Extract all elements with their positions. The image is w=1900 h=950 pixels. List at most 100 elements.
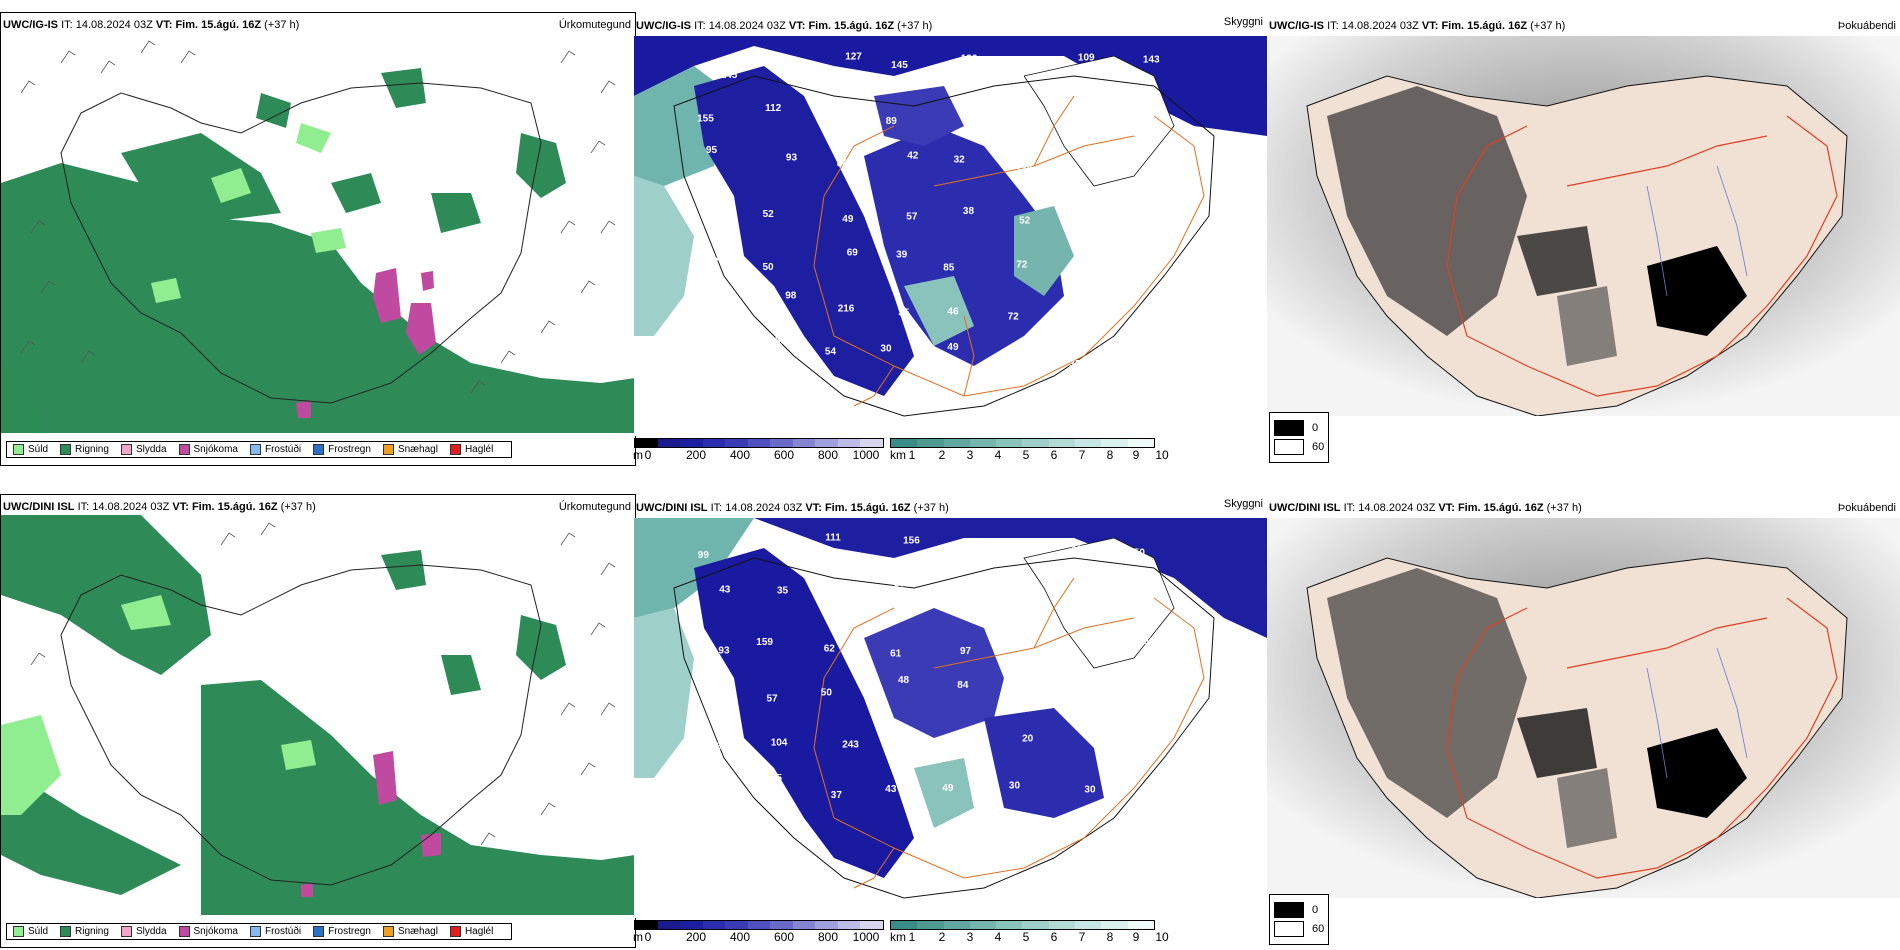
legend-item: Haglél — [449, 444, 493, 455]
ceiling-number: 61 — [890, 648, 902, 659]
legend-item: Rigning — [60, 444, 109, 455]
legend-item: Frostregn — [313, 444, 371, 455]
ceiling-number: 112 — [970, 729, 987, 740]
it-time: 14.08.2024 03Z — [1358, 502, 1436, 514]
ceiling-number: 57 — [906, 211, 918, 222]
panel-type-label: Þokuábendi — [1837, 20, 1896, 32]
colorbar-cell — [702, 439, 726, 447]
ceiling-number: 111 — [825, 532, 841, 543]
fog-legend-label: 60 — [1312, 923, 1325, 935]
vt-time: Fim. 15.ágú. 16Z — [1457, 502, 1544, 514]
ceiling-number: 20 — [1022, 733, 1034, 744]
fog-map-svg — [1267, 518, 1900, 898]
legend-swatch — [60, 926, 72, 937]
visibility-sw — [634, 176, 694, 336]
precip-map — [1, 515, 635, 915]
rivers — [1646, 165, 1748, 297]
legend-swatch — [120, 444, 132, 455]
ceiling-number: 50 — [763, 262, 775, 273]
legend-label: Snæhagl — [397, 926, 438, 937]
coastline — [60, 564, 542, 886]
ceiling-number: 72 — [1016, 260, 1028, 271]
ceiling-number: 96 — [1078, 153, 1090, 164]
fog-legend-row: 60 — [1274, 439, 1324, 455]
visibility-tick: 3 — [966, 448, 974, 462]
roads — [1446, 597, 1838, 879]
legend-item: Haglél — [449, 926, 494, 937]
it-label: IT: — [1327, 20, 1339, 32]
fog-legend-row: 0 — [1274, 902, 1324, 918]
precip-map-svg — [1, 515, 635, 915]
rivers — [1646, 647, 1748, 779]
legend-label: Snjókoma — [193, 444, 238, 455]
lead-time: (+37 h) — [897, 20, 933, 32]
ceiling-number: 49 — [842, 214, 854, 225]
coastline — [60, 82, 542, 404]
legend-swatch — [120, 926, 132, 937]
colorbar-cell — [1075, 921, 1102, 929]
ceiling-number: 48 — [898, 675, 910, 686]
colorbar-cell — [1022, 921, 1049, 929]
ceiling-tick: 0 — [644, 930, 652, 944]
ceiling-number: 156 — [903, 535, 920, 546]
panel-header: UWC/DINI ISL IT: 14.08.2024 03Z VT: Fim.… — [1269, 502, 1582, 514]
colorbar-cell — [680, 439, 703, 447]
ceiling-number: 112 — [765, 103, 782, 114]
ceiling-colorbar: m 0 200 400 600 800 1000 — [633, 438, 884, 462]
ceiling-tick: 200 — [685, 448, 707, 462]
ceiling-number: 74 — [1152, 736, 1164, 747]
visibility-tick: 5 — [1022, 930, 1030, 944]
fog-panel-row1: UWC/IG-IS IT: 14.08.2024 03Z VT: Fim. 15… — [1267, 12, 1900, 464]
legend-label: Súld — [28, 926, 49, 937]
it-time: 14.08.2024 03Z — [708, 20, 786, 32]
legend-label: Haglél — [464, 926, 494, 937]
ceiling-number: 30 — [880, 343, 892, 354]
legend-label: Slydda — [135, 926, 167, 937]
ceiling-number: 88 — [837, 158, 849, 169]
ceiling-number: 178 — [958, 546, 975, 557]
ceiling-number: 243 — [842, 740, 859, 751]
fog-map-svg — [1267, 36, 1900, 416]
vt-label: VT: — [155, 19, 173, 31]
colorbar-cell — [969, 439, 997, 447]
ceiling-number: 62 — [1026, 338, 1038, 349]
legend-swatch — [249, 926, 261, 937]
legend-label: Frostúði — [264, 926, 302, 937]
ceiling-number: 102 — [819, 117, 836, 128]
precip-legend: Súld Rigning Slydda Snjókoma Frostúði Fr… — [6, 923, 513, 940]
ceiling-tick: 200 — [685, 930, 707, 944]
coastline — [673, 557, 1215, 899]
it-label: IT: — [77, 501, 90, 513]
colorbar-cell — [860, 921, 884, 929]
panel-header: UWC/DINI ISL IT: 14.08.2024 03Z VT: Fim.… — [3, 501, 316, 513]
vt-label: VT: — [172, 501, 189, 513]
lead-time: (+37 h) — [1530, 20, 1566, 32]
ceiling-number: 136 — [961, 54, 978, 65]
visibility-tick: 6 — [1050, 448, 1058, 462]
ceiling-number: 91 — [1134, 149, 1146, 160]
lead-time: (+37 h) — [280, 501, 316, 513]
visibility-unit: km — [890, 448, 906, 462]
colorbar-cell — [860, 439, 884, 447]
ceiling-number: 95 — [706, 145, 718, 156]
legend-swatch — [13, 926, 24, 937]
panel-header: UWC/IG-IS IT: 14.08.2024 03Z VT: Fim. 15… — [1269, 20, 1565, 32]
legend-item: Snjókoma — [178, 926, 238, 937]
ceiling-number: 42 — [1071, 683, 1083, 694]
fog-legend-label: 60 — [1312, 441, 1325, 453]
colorbar-cell — [815, 439, 838, 447]
precip-map — [1, 33, 635, 433]
model-name: UWC/DINI ISL — [3, 501, 75, 513]
ceiling-number: 57 — [1131, 100, 1143, 111]
colorbar-cell — [792, 921, 816, 929]
panel-type-label: Úrkomutegund — [558, 501, 631, 513]
ceiling-number: 59 — [1019, 589, 1031, 600]
wind-barbs — [20, 40, 616, 394]
it-time: 14.08.2024 03Z — [725, 502, 803, 514]
ceiling-number: 35 — [708, 683, 720, 694]
colorbar-cell — [1127, 439, 1154, 447]
ceiling-number: 88 — [962, 595, 974, 606]
ceiling-number: 73 — [719, 293, 731, 304]
visibility-tick: 10 — [1155, 448, 1169, 462]
it-label: IT: — [694, 20, 706, 32]
